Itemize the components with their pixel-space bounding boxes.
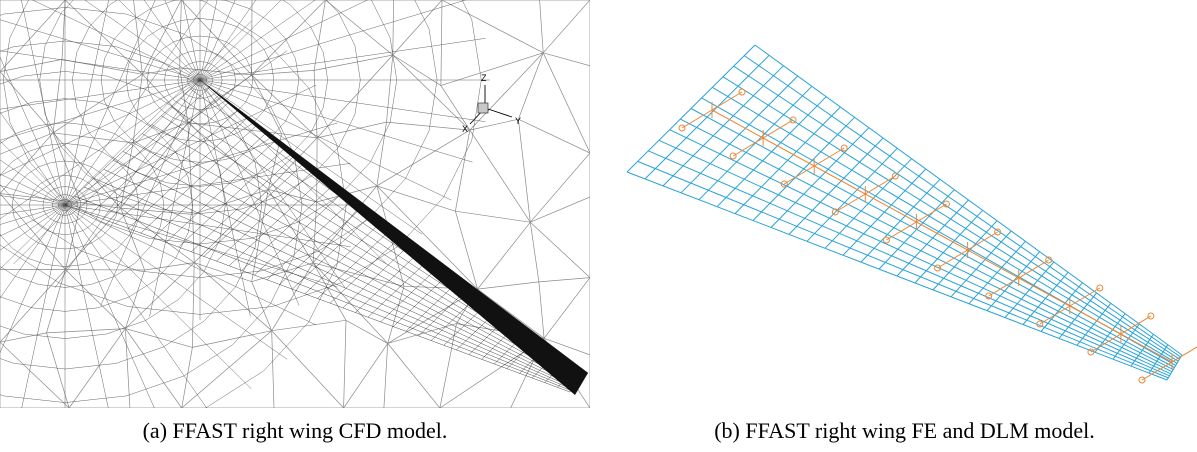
fe-dlm-panel [612, 0, 1197, 408]
axis-label-y: Y [515, 116, 521, 126]
caption-a-label: (a) [142, 418, 168, 443]
caption-a-text: FFAST right wing CFD model. [172, 418, 448, 443]
caption-b-label: (b) [714, 418, 740, 443]
axis-label-z: Z [481, 73, 487, 83]
axis-label-x: X [462, 124, 468, 134]
caption-b: (b) FFAST right wing FE and DLM model. [612, 418, 1197, 444]
caption-b-text: FFAST right wing FE and DLM model. [745, 418, 1095, 443]
axis-triad-icon: Z X Y [462, 73, 521, 134]
fe-dlm-model-image [626, 44, 1197, 384]
cfd-mesh-image: Z X Y [0, 0, 591, 445]
cfd-mesh-panel: Z X Y [0, 0, 591, 445]
caption-a: (a) FFAST right wing CFD model. [0, 418, 590, 444]
